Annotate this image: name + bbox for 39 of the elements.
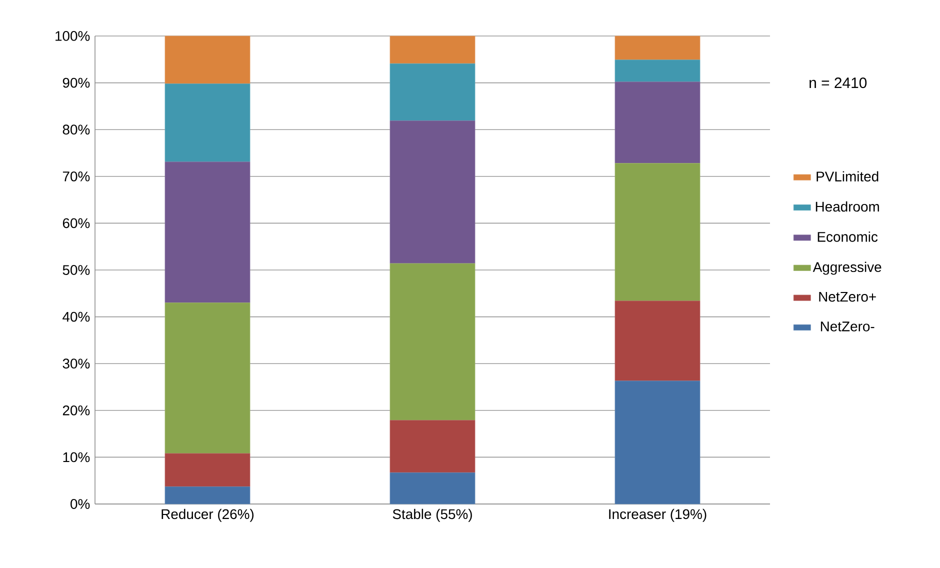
legend-label: Headroom — [816, 201, 879, 212]
y-tick-label: 20% — [62, 405, 90, 416]
legend-label: Aggressive — [812, 262, 882, 275]
legend-label: NetZero+ — [819, 292, 876, 302]
x-tick-label: Reducer (26%) — [162, 508, 254, 522]
y-tick-label: 10% — [63, 452, 90, 462]
x-tick-label: Stable (55%) — [392, 508, 472, 522]
bar — [390, 472, 476, 504]
y-tick-label: 100% — [56, 31, 90, 41]
y-tick-label: 40% — [62, 312, 90, 322]
y-tick-label: 90% — [62, 78, 90, 88]
y-tick-label: 60% — [62, 218, 90, 228]
bar — [614, 163, 700, 302]
bar — [164, 84, 250, 162]
bar — [614, 380, 700, 504]
bar — [164, 453, 250, 487]
bar — [164, 486, 250, 504]
y-tick-label: 0% — [70, 499, 90, 509]
bar — [164, 302, 250, 454]
bar — [390, 63, 476, 121]
legend-label: Economic — [818, 232, 878, 242]
bar — [390, 263, 476, 420]
y-tick-label: 80% — [62, 124, 90, 135]
legend-label: PVLimited — [816, 171, 878, 182]
bar — [614, 36, 700, 60]
y-tick-label: 70% — [62, 171, 90, 182]
x-tick-label: Increaser (19%) — [609, 508, 706, 522]
bar — [614, 82, 700, 164]
bar — [390, 36, 476, 64]
bar — [390, 420, 476, 473]
text: n = 2410 — [810, 78, 867, 88]
y-tick-label: 30% — [62, 358, 90, 369]
bar — [614, 60, 700, 82]
y-tick-label: 50% — [62, 265, 90, 275]
bar — [390, 120, 476, 264]
bar — [164, 36, 250, 84]
legend-label: NetZero- — [820, 322, 874, 332]
bar — [164, 162, 250, 303]
bar — [614, 300, 700, 382]
